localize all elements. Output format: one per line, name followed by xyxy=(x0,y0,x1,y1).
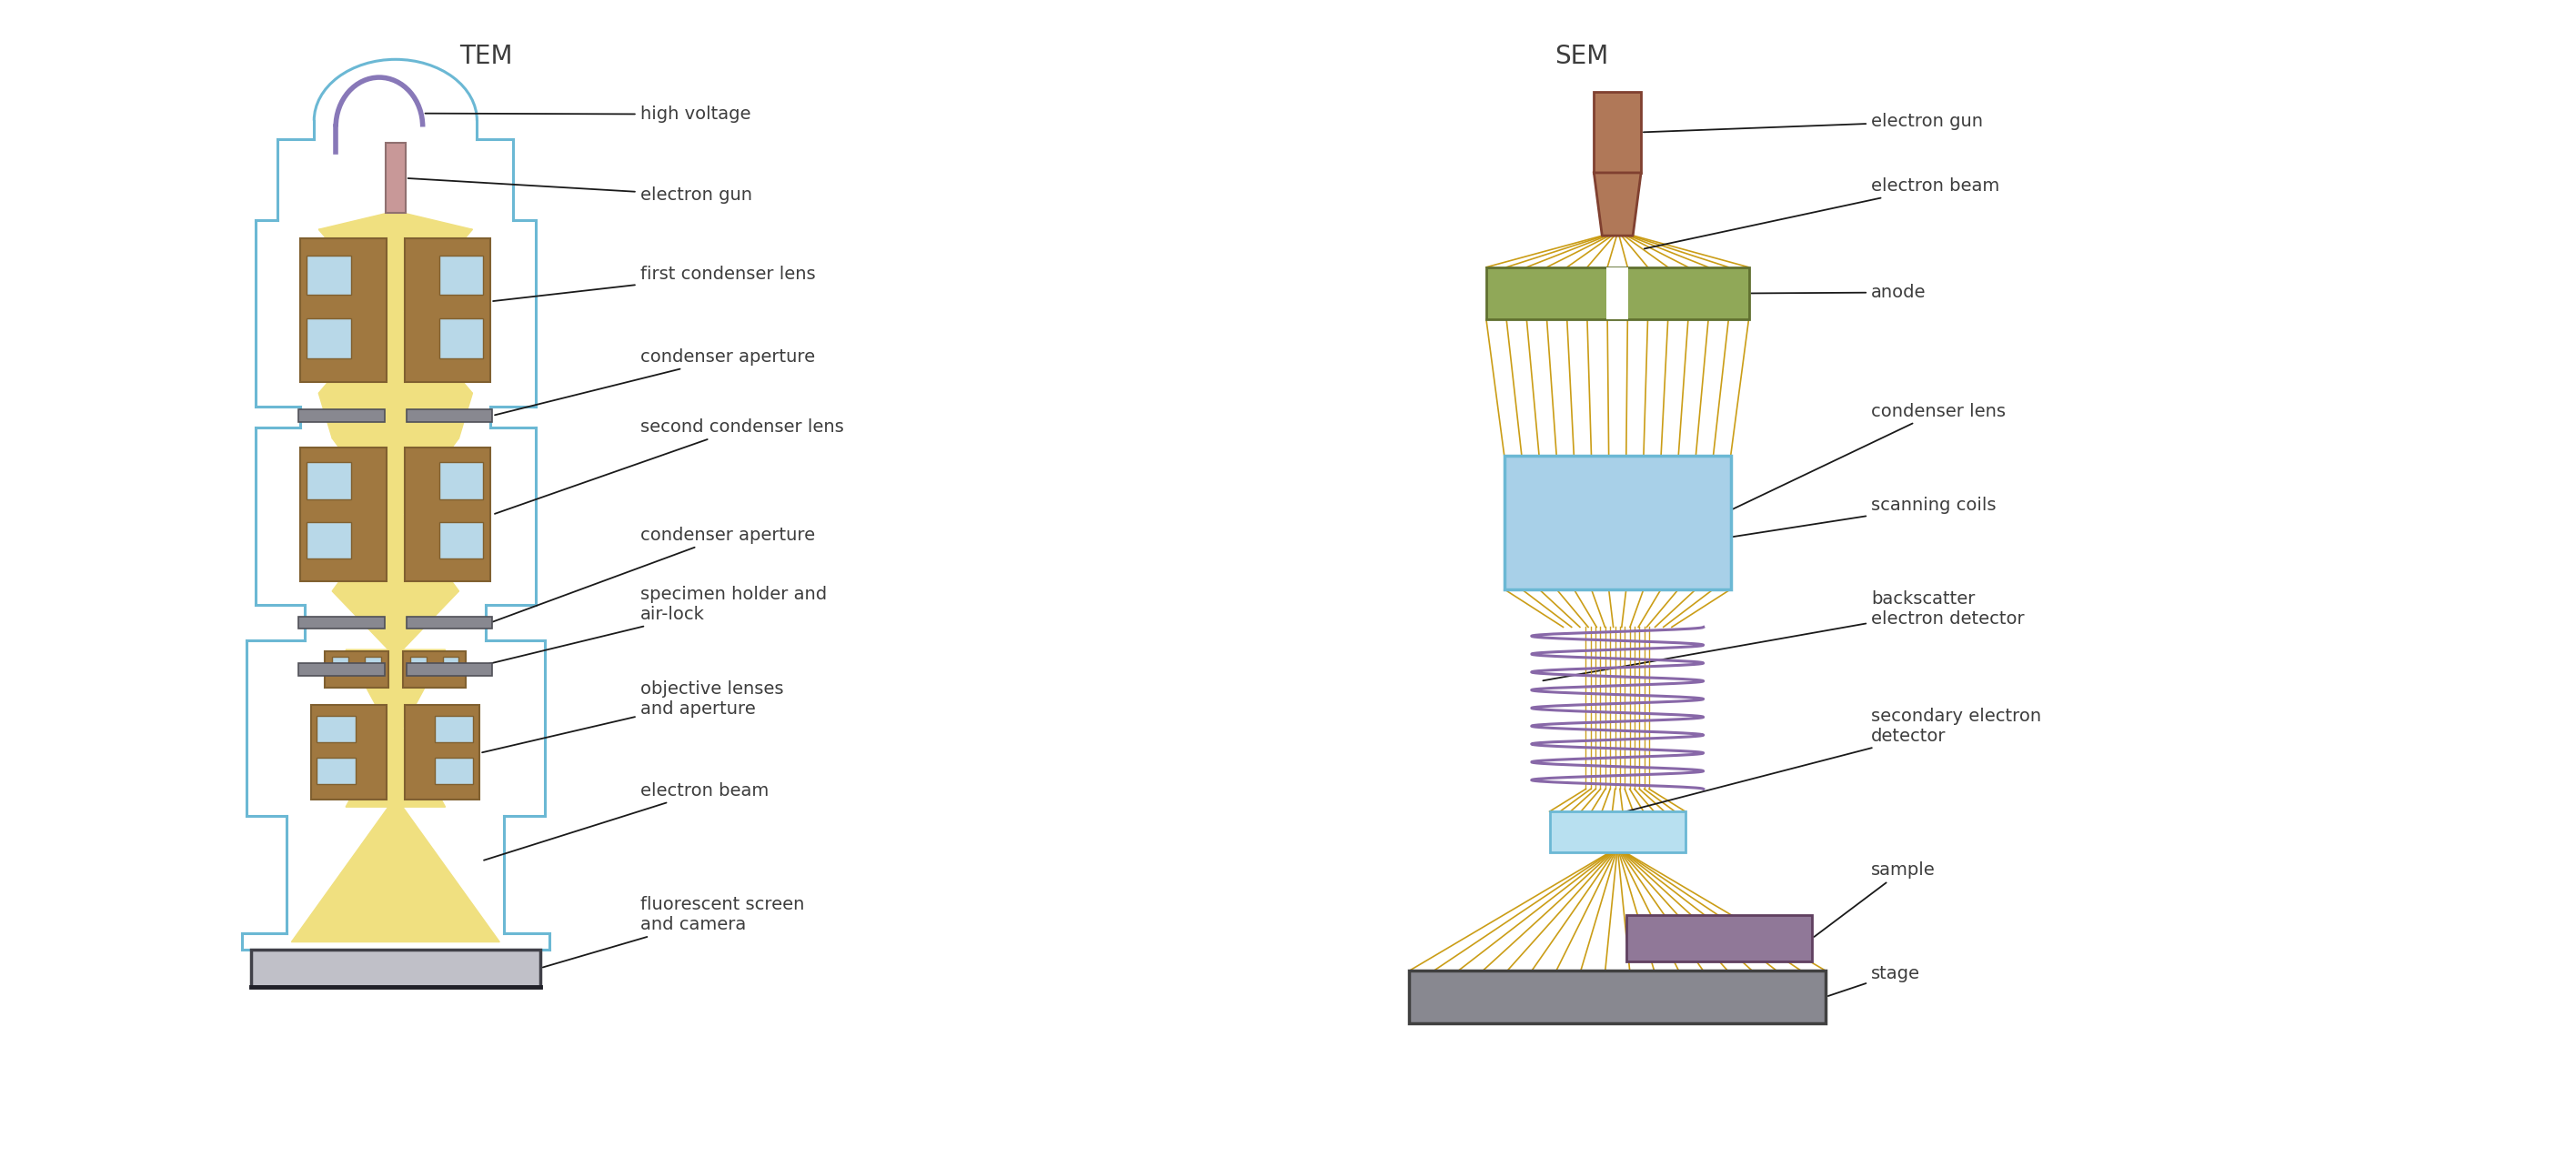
Bar xyxy=(438,256,484,295)
Bar xyxy=(332,657,348,670)
Bar xyxy=(299,617,384,629)
Bar xyxy=(438,522,484,559)
Polygon shape xyxy=(319,229,471,311)
Text: objective lenses
and aperture: objective lenses and aperture xyxy=(482,680,783,752)
Bar xyxy=(1607,267,1628,319)
Polygon shape xyxy=(291,808,500,942)
Bar xyxy=(438,463,484,500)
Bar xyxy=(312,706,386,799)
Polygon shape xyxy=(332,515,459,591)
Text: electron gun: electron gun xyxy=(407,178,752,204)
Text: fluorescent screen
and camera: fluorescent screen and camera xyxy=(544,897,804,967)
Polygon shape xyxy=(332,591,459,649)
Bar xyxy=(402,651,466,687)
Text: electron beam: electron beam xyxy=(484,782,768,861)
Bar xyxy=(307,318,350,358)
Bar xyxy=(301,447,386,581)
Text: electron gun: electron gun xyxy=(1643,113,1984,132)
Bar xyxy=(307,522,350,559)
Text: backscatter
electron detector: backscatter electron detector xyxy=(1543,590,2025,680)
Bar xyxy=(404,238,489,382)
Bar xyxy=(404,447,489,581)
Bar xyxy=(1625,915,1811,961)
Bar xyxy=(410,657,425,670)
Bar xyxy=(325,651,389,687)
Text: condenser aperture: condenser aperture xyxy=(495,348,814,415)
Text: sample: sample xyxy=(1814,861,1935,937)
Text: electron beam: electron beam xyxy=(1643,178,1999,249)
Polygon shape xyxy=(319,311,471,393)
Polygon shape xyxy=(319,393,471,439)
Text: first condenser lens: first condenser lens xyxy=(492,266,814,301)
Polygon shape xyxy=(345,649,446,728)
Bar xyxy=(366,657,381,670)
Bar xyxy=(1486,267,1749,319)
Bar xyxy=(307,463,350,500)
Bar xyxy=(317,758,355,783)
Bar xyxy=(407,663,492,676)
Text: condenser aperture: condenser aperture xyxy=(492,526,814,621)
Text: anode: anode xyxy=(1752,283,1927,301)
Bar xyxy=(250,949,541,987)
Bar xyxy=(301,238,386,382)
Bar xyxy=(435,758,474,783)
Text: second condenser lens: second condenser lens xyxy=(495,419,842,514)
Bar xyxy=(299,663,384,676)
Text: TEM: TEM xyxy=(459,44,513,69)
Bar xyxy=(1551,811,1685,852)
Bar xyxy=(1409,971,1826,1023)
Bar xyxy=(307,256,350,295)
Bar xyxy=(299,410,384,422)
Bar xyxy=(1595,91,1641,172)
Polygon shape xyxy=(332,439,459,515)
Text: stage: stage xyxy=(1829,965,1919,996)
Bar xyxy=(404,706,479,799)
Bar xyxy=(443,657,459,670)
Text: high voltage: high voltage xyxy=(425,105,750,123)
Text: SEM: SEM xyxy=(1553,44,1607,69)
Text: condenser lens: condenser lens xyxy=(1734,403,2007,509)
Polygon shape xyxy=(1595,172,1641,236)
Polygon shape xyxy=(319,213,471,229)
Text: scanning coils: scanning coils xyxy=(1734,498,1996,537)
Bar xyxy=(386,143,404,213)
Polygon shape xyxy=(345,728,446,808)
Bar xyxy=(407,410,492,422)
Bar xyxy=(435,716,474,743)
Text: secondary electron
detector: secondary electron detector xyxy=(1551,707,2040,831)
Bar xyxy=(407,617,492,629)
Text: specimen holder and
air-lock: specimen holder and air-lock xyxy=(469,585,827,669)
Bar xyxy=(317,716,355,743)
Bar xyxy=(1504,456,1731,589)
Bar xyxy=(438,318,484,358)
